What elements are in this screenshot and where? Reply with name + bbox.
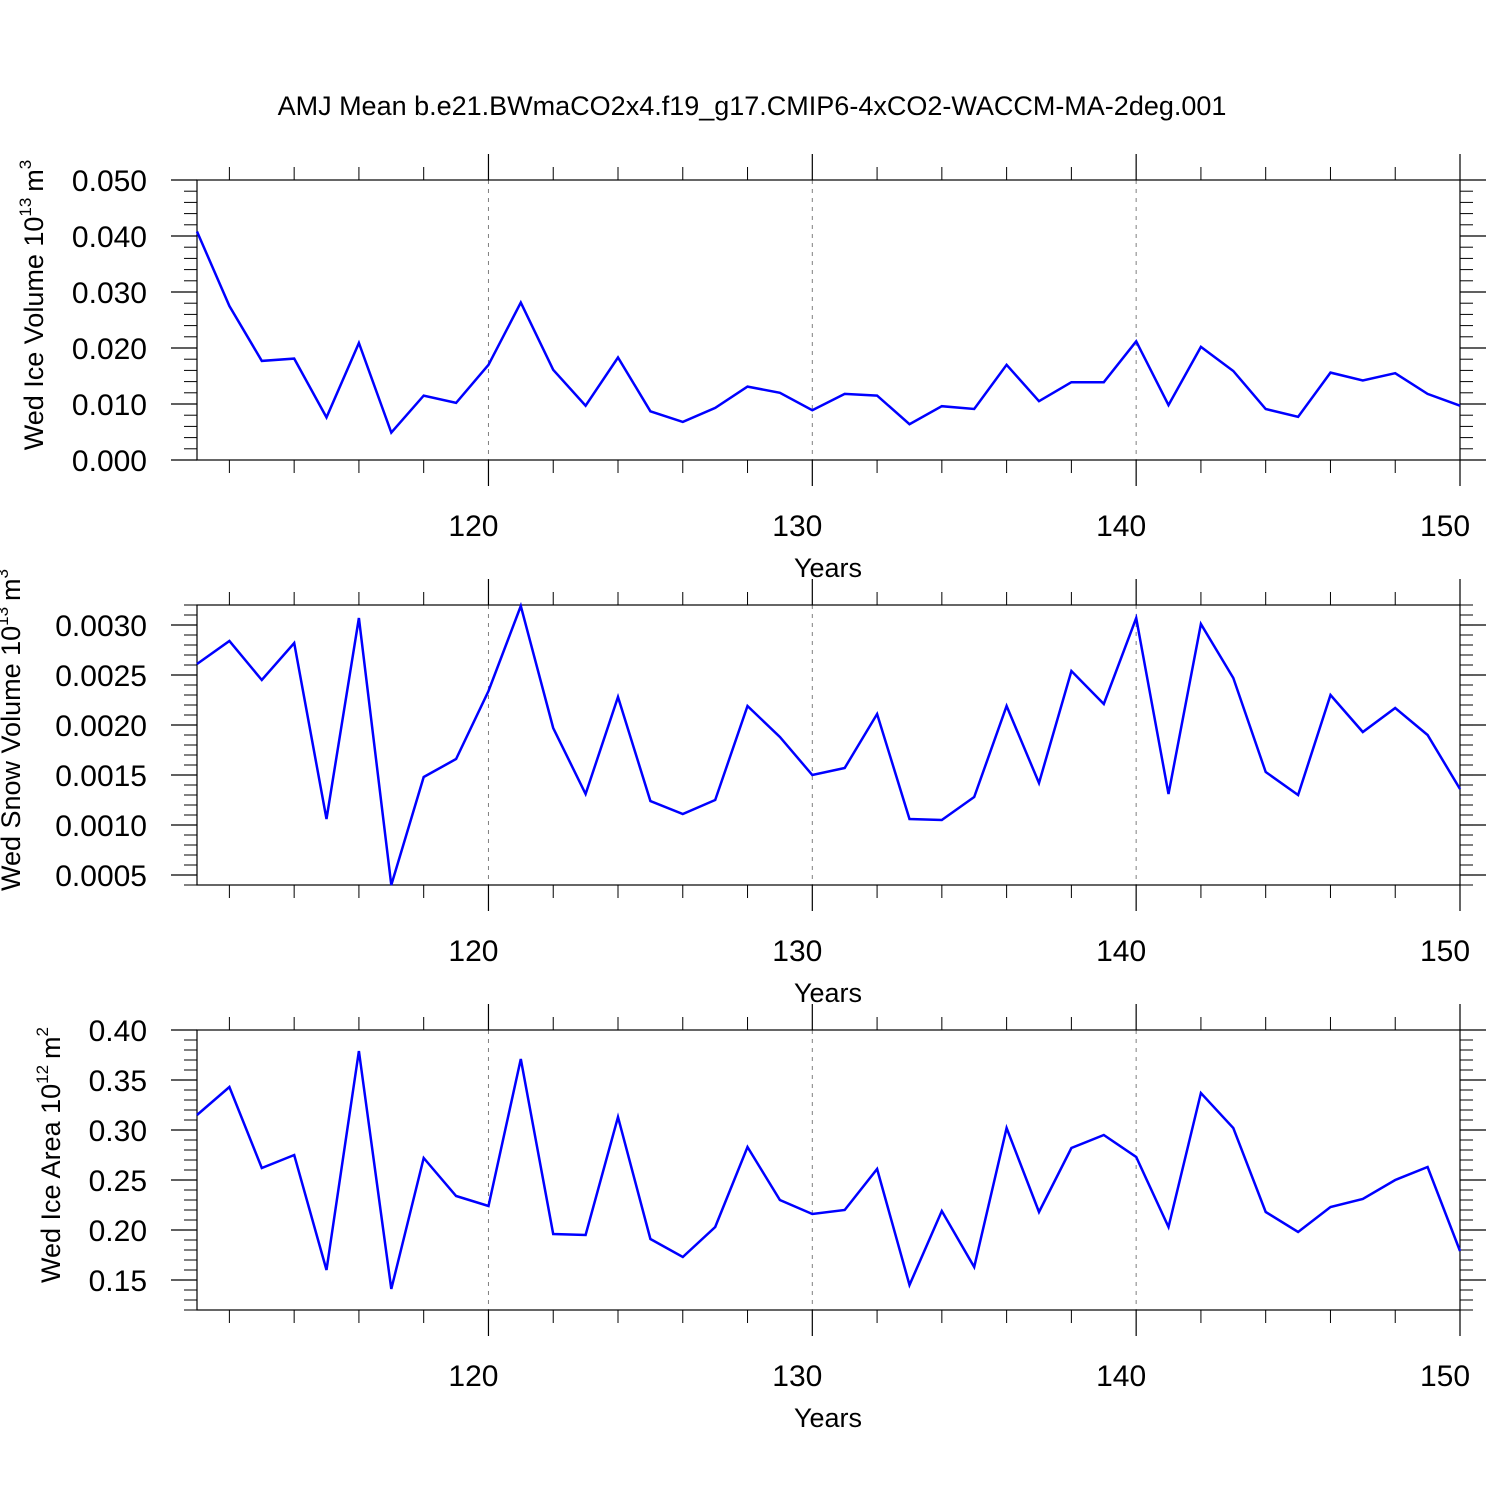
- x-minor-ticks: [228, 167, 1396, 473]
- y-tick-label: 0.0020: [55, 710, 147, 743]
- x-tick-label: 140: [1096, 1360, 1146, 1393]
- y-axis-label-unit-exponent: 2: [33, 1027, 52, 1036]
- x-axis-label: Years: [794, 978, 862, 1008]
- y-tick-label: 0.25: [89, 1165, 147, 1198]
- y-axis-label-text: Wed Snow Volume 10: [0, 626, 26, 891]
- y-tick-label: 0.20: [89, 1215, 147, 1248]
- x-tick-label: 130: [772, 510, 822, 543]
- y-tick-label: 0.0010: [55, 810, 147, 843]
- x-tick-label: 150: [1420, 510, 1470, 543]
- x-tick-label: 150: [1420, 935, 1470, 968]
- y-tick-label: 0.40: [89, 1015, 147, 1048]
- y-axis-label-unit: m: [19, 169, 49, 192]
- x-axis-label: Years: [794, 553, 862, 583]
- y-tick-label: 0.0030: [55, 610, 147, 643]
- y-axis-label: Wed Snow Volume 1013 m3: [0, 569, 26, 891]
- y-axis-label: Wed Ice Area 1012 m2: [33, 1027, 66, 1283]
- y-tick-label: 0.35: [89, 1065, 147, 1098]
- x-tick-label: 140: [1096, 935, 1146, 968]
- panels: 120 130 140 150 0.000 0.010 0.020 0.030 0.040 0.0…: [0, 154, 1486, 1433]
- y-tick-label: 0.000: [72, 445, 147, 478]
- y-tick-label: 0.15: [89, 1265, 147, 1298]
- y-axis-label-exponent: 13: [0, 607, 12, 626]
- x-tick-label: 120: [448, 1360, 498, 1393]
- y-tick-label: 0.010: [72, 389, 147, 422]
- x-tick-label: 130: [772, 1360, 822, 1393]
- panel-2: 120 130 140 150 0.0005 0.0010 0.0015 0.0020 0.00…: [0, 569, 1486, 1008]
- y-tick-label: 0.0025: [55, 660, 147, 693]
- x-minor-ticks: [228, 1017, 1396, 1323]
- plot-frame: [196, 179, 1461, 461]
- y-axis-label: Wed Ice Volume 1013 m3: [16, 160, 49, 451]
- y-tick-label: 0.0005: [55, 860, 147, 893]
- x-tick-label: 130: [772, 935, 822, 968]
- y-axis-label-exponent: 13: [16, 198, 35, 217]
- y-axis-label-exponent: 12: [33, 1065, 52, 1084]
- y-tick-label: 0.030: [72, 277, 147, 310]
- series-line: [196, 601, 1462, 886]
- y-axis-label-unit: m: [0, 578, 26, 601]
- x-tick-label: 140: [1096, 510, 1146, 543]
- plot-frame: [196, 1029, 1461, 1311]
- y-tick-label: 0.30: [89, 1115, 147, 1148]
- x-minor-ticks: [228, 592, 1396, 898]
- y-axis-label-unit-exponent: 3: [16, 160, 35, 169]
- y-tick-label: 0.050: [72, 165, 147, 198]
- y-axis-label-text: Wed Ice Volume 10: [19, 217, 49, 451]
- x-tick-label: 120: [448, 935, 498, 968]
- y-axis-label-text: Wed Ice Area 10: [36, 1084, 66, 1283]
- y-tick-label: 0.020: [72, 333, 147, 366]
- series-line: [195, 231, 1461, 436]
- series-line: [196, 1050, 1462, 1290]
- chart-title: AMJ Mean b.e21.BWmaCO2x4.f19_g17.CMIP6-4…: [278, 91, 1227, 121]
- y-tick-label: 0.040: [72, 221, 147, 254]
- x-tick-label: 120: [448, 510, 498, 543]
- y-axis-label-unit-exponent: 3: [0, 569, 12, 578]
- x-axis-label: Years: [794, 1403, 862, 1433]
- x-tick-label: 150: [1420, 1360, 1470, 1393]
- panel-3: 120 130 140 150 0.15 0.20 0.25 0.30 0.35 0.40 Year…: [33, 1004, 1486, 1433]
- panel-1: 120 130 140 150 0.000 0.010 0.020 0.030 0.040 0.0…: [16, 154, 1486, 583]
- y-tick-label: 0.0015: [55, 760, 147, 793]
- y-axis-label-unit: m: [36, 1036, 66, 1059]
